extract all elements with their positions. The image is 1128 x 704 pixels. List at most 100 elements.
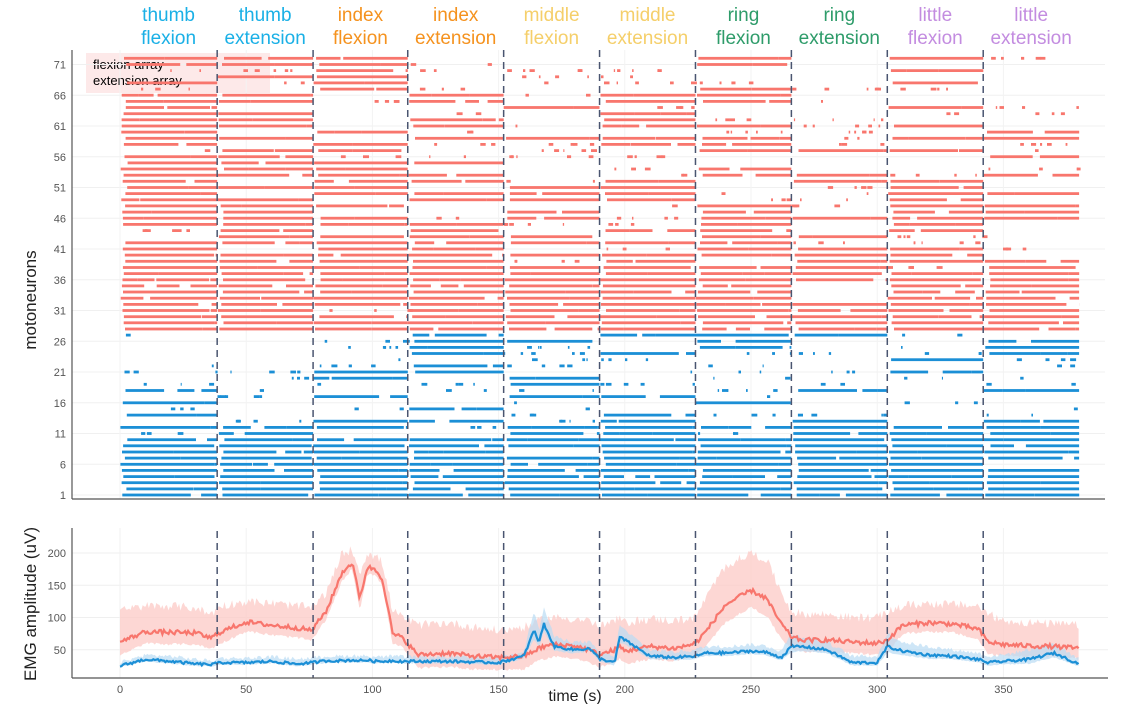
spike-train — [886, 432, 888, 435]
spike-train — [352, 143, 408, 146]
spike-train — [219, 124, 307, 128]
spike-train — [985, 210, 1025, 214]
spike-train — [1048, 327, 1076, 331]
spike-train — [735, 327, 750, 331]
spike-train — [380, 63, 408, 66]
spike-train — [261, 296, 314, 300]
spike-train — [509, 376, 536, 380]
spike-train — [410, 303, 478, 306]
spike-train — [220, 253, 284, 257]
spike-train — [124, 155, 191, 159]
spike-train — [318, 149, 336, 152]
spike — [903, 235, 906, 239]
spike-train — [196, 413, 218, 417]
spike — [722, 389, 728, 392]
spike-train — [531, 426, 553, 429]
spike — [632, 216, 634, 220]
spike-train — [223, 426, 251, 429]
spike-train — [698, 278, 746, 282]
spike — [1020, 143, 1024, 146]
spike-train — [877, 389, 888, 392]
spike-train — [122, 247, 152, 251]
spike-train — [314, 303, 401, 306]
spike — [559, 364, 565, 368]
spike — [634, 155, 637, 159]
spike — [254, 69, 260, 72]
spike-train — [889, 229, 915, 232]
spike — [986, 413, 989, 417]
spike-train — [908, 136, 966, 140]
task-label: little extension — [983, 4, 1079, 50]
spike — [297, 370, 301, 374]
spike-train — [760, 124, 792, 128]
spike-train — [600, 327, 624, 331]
spike-train — [265, 161, 288, 165]
spike-train — [562, 266, 597, 269]
spike-train — [880, 419, 888, 423]
spike — [253, 395, 260, 398]
spike-train — [751, 87, 792, 91]
spike-train — [409, 198, 487, 202]
spike-train — [313, 419, 367, 423]
spike — [586, 358, 588, 362]
spike-train — [983, 136, 1073, 140]
spike-train — [170, 124, 218, 128]
spike-train — [510, 253, 600, 257]
spike-train — [274, 63, 314, 66]
spike — [841, 143, 848, 146]
spike-train — [127, 161, 213, 165]
spike-train — [314, 395, 380, 398]
spike-train — [299, 241, 314, 245]
spike — [691, 81, 697, 85]
spike-train — [507, 339, 593, 343]
spike — [180, 382, 182, 386]
spike-train — [633, 290, 672, 294]
spike-train — [660, 303, 696, 306]
spike — [672, 204, 678, 208]
spike-train — [320, 87, 375, 91]
spike-train — [618, 419, 696, 423]
spike-train — [750, 136, 780, 140]
spike-train — [313, 143, 353, 146]
spike-train — [573, 106, 600, 109]
spike-train — [599, 315, 657, 319]
spike — [539, 346, 542, 349]
spike-train — [892, 481, 930, 485]
spike — [290, 370, 296, 374]
spike-train — [218, 118, 253, 122]
spike — [902, 333, 906, 337]
spike-train — [121, 130, 185, 134]
spike-train — [125, 389, 165, 392]
spike-train — [509, 266, 562, 269]
spike — [456, 112, 463, 116]
spike — [955, 401, 959, 405]
spike — [348, 346, 351, 349]
spike — [657, 69, 662, 72]
spike-train — [287, 161, 314, 165]
spike-train — [876, 327, 888, 331]
spike-train — [892, 444, 947, 448]
spike-train — [988, 339, 1017, 343]
spike-train — [484, 444, 504, 448]
spike-train — [885, 278, 888, 282]
spike-train — [569, 296, 600, 300]
spike — [399, 407, 404, 411]
spike-train — [587, 462, 600, 466]
spike-train — [597, 327, 600, 331]
spike-train — [552, 426, 585, 429]
spike-train — [578, 309, 600, 312]
spike-train — [856, 450, 888, 454]
spike-train — [414, 450, 429, 454]
spike — [795, 204, 798, 208]
spike-train — [963, 186, 984, 189]
spike — [585, 407, 590, 411]
spike-train — [222, 493, 309, 497]
spike-train — [361, 130, 408, 134]
spike-train — [695, 296, 754, 300]
spike — [793, 118, 796, 122]
spike — [530, 413, 537, 417]
spike — [492, 426, 497, 429]
spike-train — [220, 204, 242, 208]
spike-train — [921, 456, 984, 460]
spike-train — [753, 210, 792, 214]
